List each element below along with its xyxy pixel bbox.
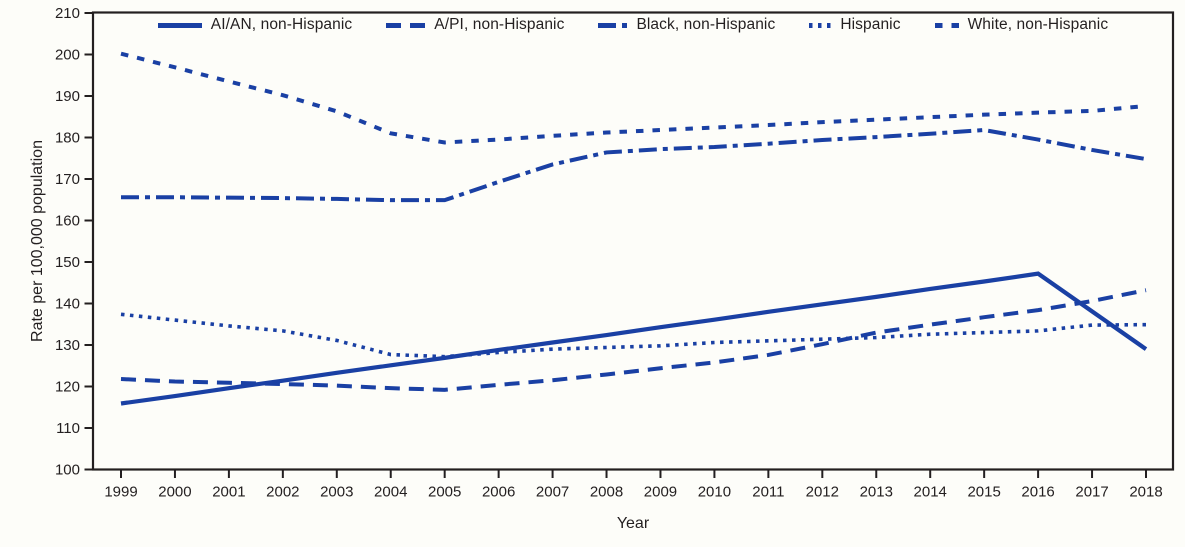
x-axis-ticks: 1999 2000 2001 2002 2003 2004 2005 2006 2007 2008…: [104, 469, 1163, 501]
series-line-a-pi-non-hispanic: [120, 288, 1147, 392]
x-tick-label-2008: 2008: [590, 484, 623, 501]
y-tick-label-190: 190: [55, 88, 80, 105]
series-line-hispanic: [120, 312, 1147, 359]
y-tick-label-170: 170: [55, 171, 80, 188]
y-tick-label-110: 110: [56, 420, 80, 437]
x-tick-label-2000: 2000: [158, 484, 191, 501]
x-tick-label-2017: 2017: [1075, 484, 1108, 501]
x-tick-label-2006: 2006: [482, 484, 515, 501]
plot-frame: [91, 11, 1175, 471]
series-line-ai-an-non-hispanic: [120, 271, 1148, 406]
x-tick-label-2012: 2012: [806, 484, 839, 501]
x-tick-label-2016: 2016: [1021, 484, 1054, 501]
y-tick-label-180: 180: [55, 130, 80, 147]
series-line-white-non-hispanic: [120, 51, 1147, 145]
y-tick-label-120: 120: [55, 379, 80, 396]
x-tick-label-2014: 2014: [914, 484, 947, 501]
x-tick-label-2015: 2015: [967, 484, 1000, 501]
x-tick-label-2013: 2013: [860, 484, 893, 501]
plot-border: [91, 11, 1175, 471]
series-lines: [120, 51, 1148, 406]
y-tick-label-210: 210: [55, 5, 80, 22]
x-tick-label-2007: 2007: [536, 484, 569, 501]
x-tick-label-2018: 2018: [1129, 484, 1162, 501]
x-tick-label-2005: 2005: [428, 484, 461, 501]
y-tick-label-200: 200: [55, 47, 80, 64]
x-tick-label-2009: 2009: [644, 484, 677, 501]
x-tick-label-2001: 2001: [212, 484, 245, 501]
x-tick-label-1999: 1999: [104, 484, 137, 501]
y-tick-label-150: 150: [55, 254, 80, 271]
x-tick-label-2003: 2003: [320, 484, 353, 501]
x-tick-label-2010: 2010: [698, 484, 731, 501]
y-tick-label-160: 160: [55, 213, 80, 230]
x-tick-label-2004: 2004: [374, 484, 407, 501]
x-axis-title: Year: [617, 515, 650, 532]
y-axis-title: Rate per 100,000 population: [29, 140, 46, 342]
x-tick-label-2002: 2002: [266, 484, 299, 501]
y-tick-label-100: 100: [55, 462, 80, 479]
series-line-black-non-hispanic: [121, 128, 1147, 203]
y-tick-label-130: 130: [55, 337, 80, 354]
y-axis-ticks: 100 110 120 130 140 150 160 170 180 190 200 210: [55, 5, 93, 479]
y-tick-label-140: 140: [55, 296, 80, 313]
x-tick-label-2011: 2011: [752, 484, 784, 501]
